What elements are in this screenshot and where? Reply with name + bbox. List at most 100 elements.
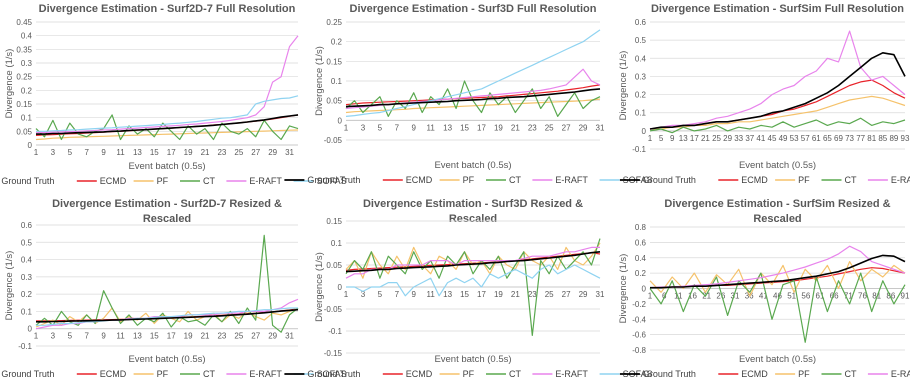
y-tick-label: 0.6	[21, 221, 33, 230]
y-axis-label: Divergence (1/s)	[618, 51, 629, 121]
y-tick-label: 0.1	[21, 114, 33, 123]
y-tick-label: 0.2	[635, 91, 647, 100]
x-tick-label: 86	[886, 292, 895, 301]
y-tick-label: -0.2	[632, 300, 646, 309]
legend-label-e-raft: E-RAFT	[891, 175, 910, 185]
x-tick-label: 19	[494, 123, 503, 132]
legend-label-ecmd: ECMD	[100, 369, 127, 379]
y-tick-label: 0.1	[21, 307, 33, 316]
x-axis-label: Event batch (0.5s)	[739, 160, 816, 171]
x-tick-label: 5	[68, 332, 73, 341]
chart-title: Divergence Estimation - SurfSim Full Res…	[651, 3, 904, 15]
series-line-pf	[35, 129, 299, 141]
chart-panel-5: Divergence Estimation - Surf3D Resized &…	[284, 198, 653, 379]
x-tick-label: 27	[251, 148, 260, 157]
x-tick-label: 21	[511, 290, 520, 299]
x-tick-label: 17	[167, 148, 176, 157]
y-tick-label: 0	[28, 325, 33, 334]
x-tick-label: 21	[701, 134, 710, 143]
y-tick-label: 0.4	[21, 32, 33, 41]
legend-label-ground-truth: Ground Truth	[643, 369, 696, 379]
x-tick-label: 1	[344, 290, 349, 299]
series-line-ground-truth	[345, 88, 601, 108]
y-tick-label: 0.15	[16, 100, 32, 109]
x-tick-label: 21	[201, 148, 210, 157]
legend: Ground Truth ECMD PF CT E-RAFT	[619, 175, 910, 185]
legend: Ground Truth ECMD PF CT E-RAFT SOFAS	[284, 175, 653, 185]
x-tick-label: 73	[845, 134, 854, 143]
x-tick-label: 27	[562, 290, 571, 299]
legend-label-ct: CT	[203, 176, 215, 186]
x-tick-label: 23	[217, 148, 226, 157]
x-tick-label: 37	[745, 134, 754, 143]
y-tick-label: -0.05	[324, 305, 343, 314]
legend-label-ground-truth: Ground Truth	[1, 369, 54, 379]
x-tick-label: 3	[361, 290, 366, 299]
series-line-sofas	[36, 307, 298, 326]
y-tick-label: 0	[642, 127, 647, 136]
x-tick-label: 27	[251, 332, 260, 341]
x-tick-label: 15	[150, 148, 159, 157]
y-tick-label: 0.2	[21, 290, 33, 299]
x-tick-label: 31	[285, 332, 294, 341]
y-tick-label: 0	[642, 285, 647, 294]
x-tick-label: 77	[856, 134, 865, 143]
x-tick-label: 46	[773, 292, 782, 301]
series-line-ct	[345, 238, 601, 336]
x-tick-label: 7	[395, 123, 400, 132]
y-tick-label: 0	[28, 141, 33, 150]
x-tick-label: 15	[460, 123, 469, 132]
x-axis-label: Event batch (0.5s)	[434, 160, 511, 171]
y-tick-label: -0.6	[632, 331, 646, 340]
legend-label-e-raft: E-RAFT	[891, 369, 910, 379]
legend-label-ecmd: ECMD	[100, 176, 127, 186]
x-tick-label: 41	[759, 292, 768, 301]
legend-label-pf: PF	[463, 175, 475, 185]
x-tick-label: 61	[816, 292, 825, 301]
chart-panel-4: Divergence Estimation - Surf2D-7 Resized…	[1, 198, 346, 379]
x-tick-label: 19	[184, 332, 193, 341]
y-axis-label: Divergence (1/s)	[314, 252, 325, 322]
x-axis-label: Event batch (0.5s)	[128, 354, 205, 365]
legend-label-ct: CT	[845, 369, 857, 379]
x-tick-label: 49	[779, 134, 788, 143]
series-line-e-raft	[649, 30, 906, 130]
series-line-ct	[649, 117, 906, 134]
x-tick-label: 31	[285, 148, 294, 157]
y-tick-label: 0.3	[635, 72, 647, 81]
x-tick-label: 26	[716, 292, 725, 301]
y-axis-label: Divergence (1/s)	[314, 46, 325, 116]
series-line-ecmd	[345, 84, 601, 106]
x-tick-label: 21	[201, 332, 210, 341]
x-tick-label: 16	[688, 292, 697, 301]
x-tick-label: 17	[477, 123, 486, 132]
x-tick-label: 85	[878, 134, 887, 143]
x-tick-label: 17	[477, 290, 486, 299]
y-tick-label: 0.2	[21, 86, 33, 95]
x-tick-label: 23	[217, 332, 226, 341]
x-tick-label: 13	[133, 148, 142, 157]
x-tick-label: 41	[756, 134, 765, 143]
y-tick-label: -0.1	[632, 145, 646, 154]
x-tick-label: 15	[150, 332, 159, 341]
chart-panel-1: Divergence Estimation - Surf2D-7 Full Re…	[1, 3, 346, 186]
x-tick-label: 25	[545, 123, 554, 132]
x-tick-label: 51	[787, 292, 796, 301]
legend-label-pf: PF	[157, 176, 169, 186]
y-tick-label: 0	[338, 283, 343, 292]
series-line-sofas	[36, 95, 299, 132]
x-tick-label: 1	[34, 332, 39, 341]
x-tick-label: 91	[901, 292, 910, 301]
y-tick-label: 0.5	[635, 36, 647, 45]
x-tick-label: 29	[579, 123, 588, 132]
x-tick-label: 19	[494, 290, 503, 299]
x-tick-label: 13	[443, 123, 452, 132]
chart-panel-3: Divergence Estimation - SurfSim Full Res…	[618, 3, 910, 185]
x-tick-label: 76	[858, 292, 867, 301]
x-tick-label: 61	[812, 134, 821, 143]
x-tick-label: 13	[443, 290, 452, 299]
y-tick-label: 0.25	[326, 18, 342, 27]
legend-label-pf: PF	[798, 369, 810, 379]
x-tick-label: 1	[648, 134, 653, 143]
